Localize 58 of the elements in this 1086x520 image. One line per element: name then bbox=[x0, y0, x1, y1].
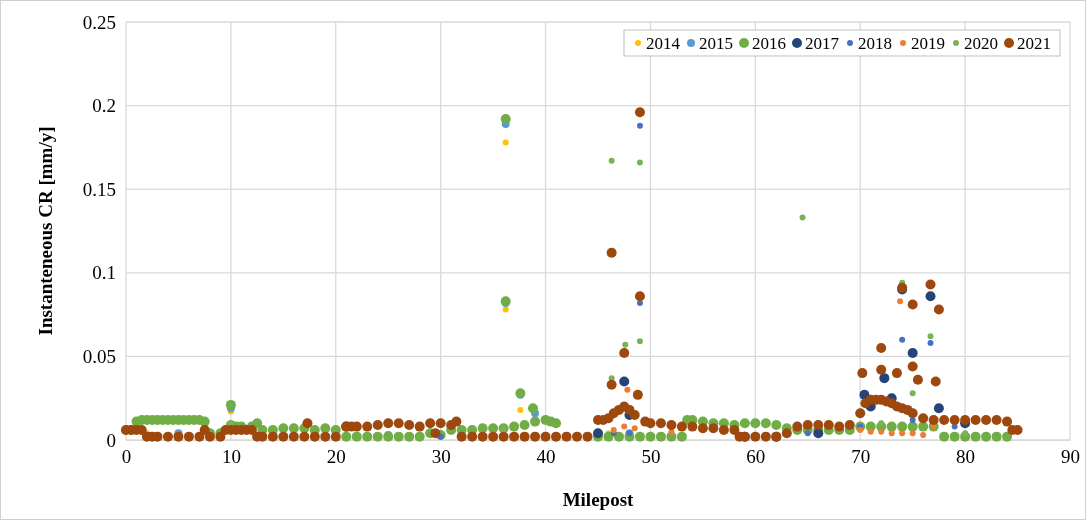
y-tick-label: 0.1 bbox=[92, 262, 116, 284]
point bbox=[502, 139, 509, 146]
legend-label: 2016 bbox=[752, 34, 786, 53]
x-tick-label: 20 bbox=[326, 446, 346, 468]
x-axis-title: Milepost bbox=[562, 489, 635, 510]
point bbox=[804, 430, 811, 437]
point bbox=[608, 157, 615, 164]
point bbox=[933, 403, 944, 414]
point bbox=[636, 122, 643, 129]
x-tick-label: 90 bbox=[1061, 446, 1080, 468]
y-tick-label: 0.2 bbox=[92, 95, 116, 117]
y-axis-title: Instanteneous CR [mm/y] bbox=[35, 126, 56, 336]
legend-label: 2015 bbox=[699, 34, 733, 53]
legend-label: 2018 bbox=[858, 34, 892, 53]
legend-label: 2020 bbox=[964, 34, 998, 53]
point bbox=[888, 430, 895, 437]
y-tick-label: 0 bbox=[106, 429, 116, 451]
point bbox=[909, 430, 916, 437]
point bbox=[502, 306, 509, 313]
x-tick-label: 40 bbox=[536, 446, 556, 468]
point bbox=[927, 340, 934, 347]
point bbox=[925, 291, 936, 302]
point bbox=[636, 338, 643, 345]
point bbox=[621, 423, 628, 430]
x-tick-label: 50 bbox=[641, 446, 661, 468]
point bbox=[909, 390, 916, 397]
x-tick-label: 30 bbox=[431, 446, 451, 468]
point bbox=[799, 214, 806, 221]
point bbox=[907, 348, 918, 359]
y-tick-label: 0.15 bbox=[82, 178, 116, 200]
point bbox=[619, 376, 630, 387]
legend-label: 2019 bbox=[911, 34, 945, 53]
point bbox=[867, 428, 874, 435]
point bbox=[927, 333, 934, 340]
x-tick-label: 70 bbox=[851, 446, 871, 468]
point bbox=[636, 299, 643, 306]
point bbox=[878, 420, 885, 427]
point bbox=[624, 386, 631, 393]
point bbox=[622, 341, 629, 348]
point bbox=[897, 298, 904, 305]
point bbox=[899, 430, 906, 437]
legend-label: 2014 bbox=[646, 34, 681, 53]
point bbox=[899, 336, 906, 343]
legend-label: 2017 bbox=[805, 34, 840, 53]
point bbox=[610, 426, 617, 433]
point bbox=[920, 431, 927, 438]
legend-label: 2021 bbox=[1017, 34, 1051, 53]
y-tick-label: 0.25 bbox=[82, 11, 116, 33]
x-tick-label: 60 bbox=[746, 446, 766, 468]
point bbox=[879, 373, 890, 384]
x-tick-label: 0 bbox=[121, 446, 132, 468]
point bbox=[962, 430, 969, 437]
y-tick-label: 0.05 bbox=[82, 345, 116, 367]
x-tick-label: 10 bbox=[221, 446, 241, 468]
point bbox=[631, 425, 638, 432]
x-tick-label: 80 bbox=[956, 446, 976, 468]
point bbox=[517, 406, 524, 413]
point bbox=[636, 159, 643, 166]
